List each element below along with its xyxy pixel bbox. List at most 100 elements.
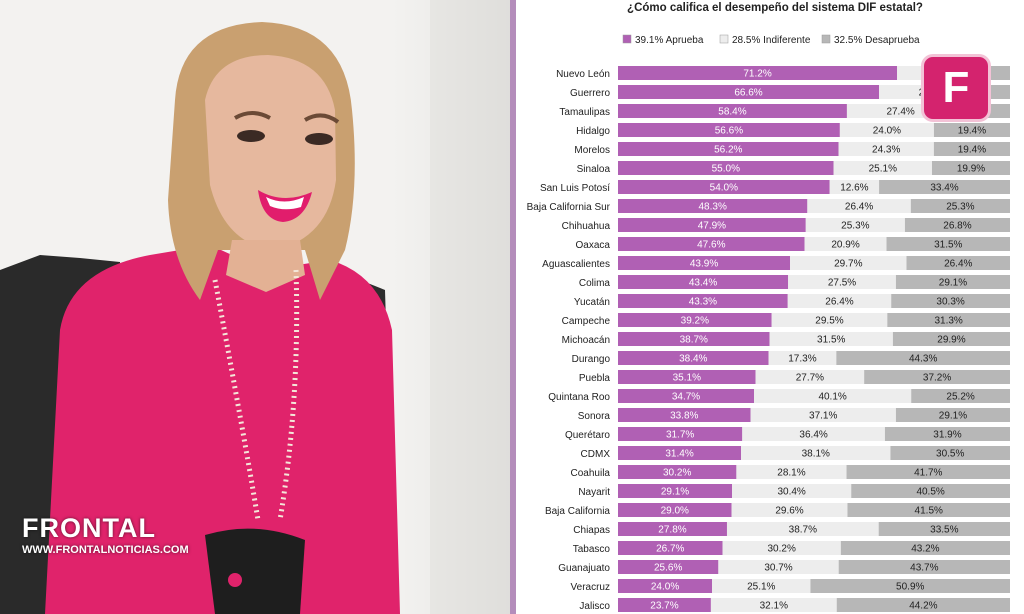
- bar-segment-aprueba: [618, 104, 847, 118]
- category-label: San Luis Potosí: [540, 183, 610, 194]
- category-label: Sinaloa: [577, 164, 611, 175]
- bar-segment-aprueba: [618, 85, 880, 99]
- bar-segment-indiferente: [710, 598, 837, 612]
- data-label: 44.3%: [909, 354, 937, 365]
- data-label: 24.3%: [872, 145, 900, 156]
- data-label: 25.1%: [869, 164, 897, 175]
- brand-url: WWW.FRONTALNOTICIAS.COM: [22, 544, 189, 556]
- bar-segment-indiferente: [712, 579, 811, 593]
- category-label: Baja California Sur: [527, 202, 611, 213]
- bar-segment-indiferente: [768, 351, 837, 365]
- bar-segment-aprueba: [618, 237, 805, 251]
- data-label: 38.4%: [679, 354, 707, 365]
- data-label: 23.7%: [650, 601, 678, 612]
- bar-segment-desaprueba: [838, 560, 1010, 574]
- category-label: Baja California: [545, 506, 610, 517]
- data-label: 38.1%: [802, 449, 830, 460]
- bar-segment-desaprueba: [846, 465, 1010, 479]
- data-label: 31.7%: [666, 430, 694, 441]
- data-label: 58.4%: [718, 107, 746, 118]
- data-label: 30.7%: [764, 563, 792, 574]
- bar-segment-indiferente: [755, 370, 865, 384]
- data-label: 31.4%: [665, 449, 693, 460]
- data-label: 32.1%: [760, 601, 788, 612]
- category-label: Tabasco: [573, 544, 611, 555]
- bar-segment-indiferente: [731, 503, 848, 517]
- photo-panel: [0, 0, 510, 614]
- data-label: 41.7%: [914, 468, 942, 479]
- category-label: Michoacán: [562, 335, 610, 346]
- bar-segment-aprueba: [618, 66, 898, 80]
- bar-segment-aprueba: [618, 180, 830, 194]
- bar-segment-indiferente: [769, 332, 893, 346]
- bar-segment-aprueba: [618, 256, 791, 270]
- category-label: Nayarit: [578, 487, 610, 498]
- data-label: 41.5%: [915, 506, 943, 517]
- bar-segment-indiferente: [771, 313, 888, 327]
- bar-segment-desaprueba: [886, 237, 1010, 251]
- category-label: Morelos: [574, 145, 610, 156]
- stacked-bar-chart: ¿Cómo califica el desempeño del sistema …: [527, 2, 1010, 612]
- bar-segment-aprueba: [618, 142, 839, 156]
- data-label: 25.1%: [747, 582, 775, 593]
- data-label: 30.2%: [663, 468, 691, 479]
- category-label: Sonora: [578, 411, 611, 422]
- bar-segment-aprueba: [618, 351, 769, 365]
- data-label: 36.4%: [799, 430, 827, 441]
- bar-segment-aprueba: [618, 370, 756, 384]
- data-label: 30.2%: [768, 544, 796, 555]
- data-label: 24.0%: [873, 126, 901, 137]
- bar-segment-indiferente: [805, 218, 905, 232]
- bar-segment-desaprueba: [895, 275, 1010, 289]
- data-label: 19.4%: [958, 145, 986, 156]
- data-label: 19.4%: [958, 126, 986, 137]
- category-label: Hidalgo: [576, 126, 610, 137]
- bar-segment-aprueba: [618, 408, 751, 422]
- category-label: Chiapas: [573, 525, 610, 536]
- bar-segment-aprueba: [618, 579, 713, 593]
- bar-segment-indiferente: [790, 256, 907, 270]
- legend-swatch: [821, 34, 831, 44]
- bar-segment-desaprueba: [933, 142, 1010, 156]
- data-label: 26.7%: [656, 544, 684, 555]
- data-label: 38.7%: [789, 525, 817, 536]
- data-label: 28.1%: [777, 468, 805, 479]
- data-label: 39.2%: [681, 316, 709, 327]
- bar-segment-indiferente: [839, 123, 934, 137]
- bar-segment-aprueba: [618, 389, 755, 403]
- bar-segment-aprueba: [618, 446, 742, 460]
- bar-segment-aprueba: [618, 598, 711, 612]
- data-label: 37.2%: [923, 373, 951, 384]
- data-label: 43.7%: [910, 563, 938, 574]
- bar-segment-desaprueba: [931, 161, 1010, 175]
- bar-segment-indiferente: [829, 180, 880, 194]
- data-label: 56.2%: [714, 145, 742, 156]
- category-label: Veracruz: [571, 582, 610, 593]
- bar-segment-aprueba: [618, 218, 806, 232]
- data-label: 37.1%: [809, 411, 837, 422]
- category-label: Quintana Roo: [548, 392, 610, 403]
- bar-segment-indiferente: [833, 161, 932, 175]
- data-label: 44.2%: [909, 601, 937, 612]
- bar-segment-indiferente: [732, 484, 852, 498]
- bar-segment-desaprueba: [847, 503, 1010, 517]
- bar-segment-aprueba: [618, 275, 789, 289]
- category-label: Oaxaca: [576, 240, 611, 251]
- data-label: 66.6%: [734, 88, 762, 99]
- bar-segment-aprueba: [618, 503, 732, 517]
- bar-segment-desaprueba: [891, 294, 1010, 308]
- data-label: 34.7%: [672, 392, 700, 403]
- data-label: 29.5%: [815, 316, 843, 327]
- data-label: 33.5%: [930, 525, 958, 536]
- category-label: Guanajuato: [558, 563, 610, 574]
- data-label: 31.9%: [933, 430, 961, 441]
- woman-portrait-image: [0, 0, 510, 614]
- category-label: Jalisco: [579, 601, 610, 612]
- bar-segment-aprueba: [618, 199, 808, 213]
- data-label: 50.9%: [896, 582, 924, 593]
- category-label: Tamaulipas: [559, 107, 610, 118]
- bar-segment-aprueba: [618, 484, 733, 498]
- bar-segment-aprueba: [618, 332, 770, 346]
- data-label: 30.5%: [936, 449, 964, 460]
- bar-segment-indiferente: [726, 522, 879, 536]
